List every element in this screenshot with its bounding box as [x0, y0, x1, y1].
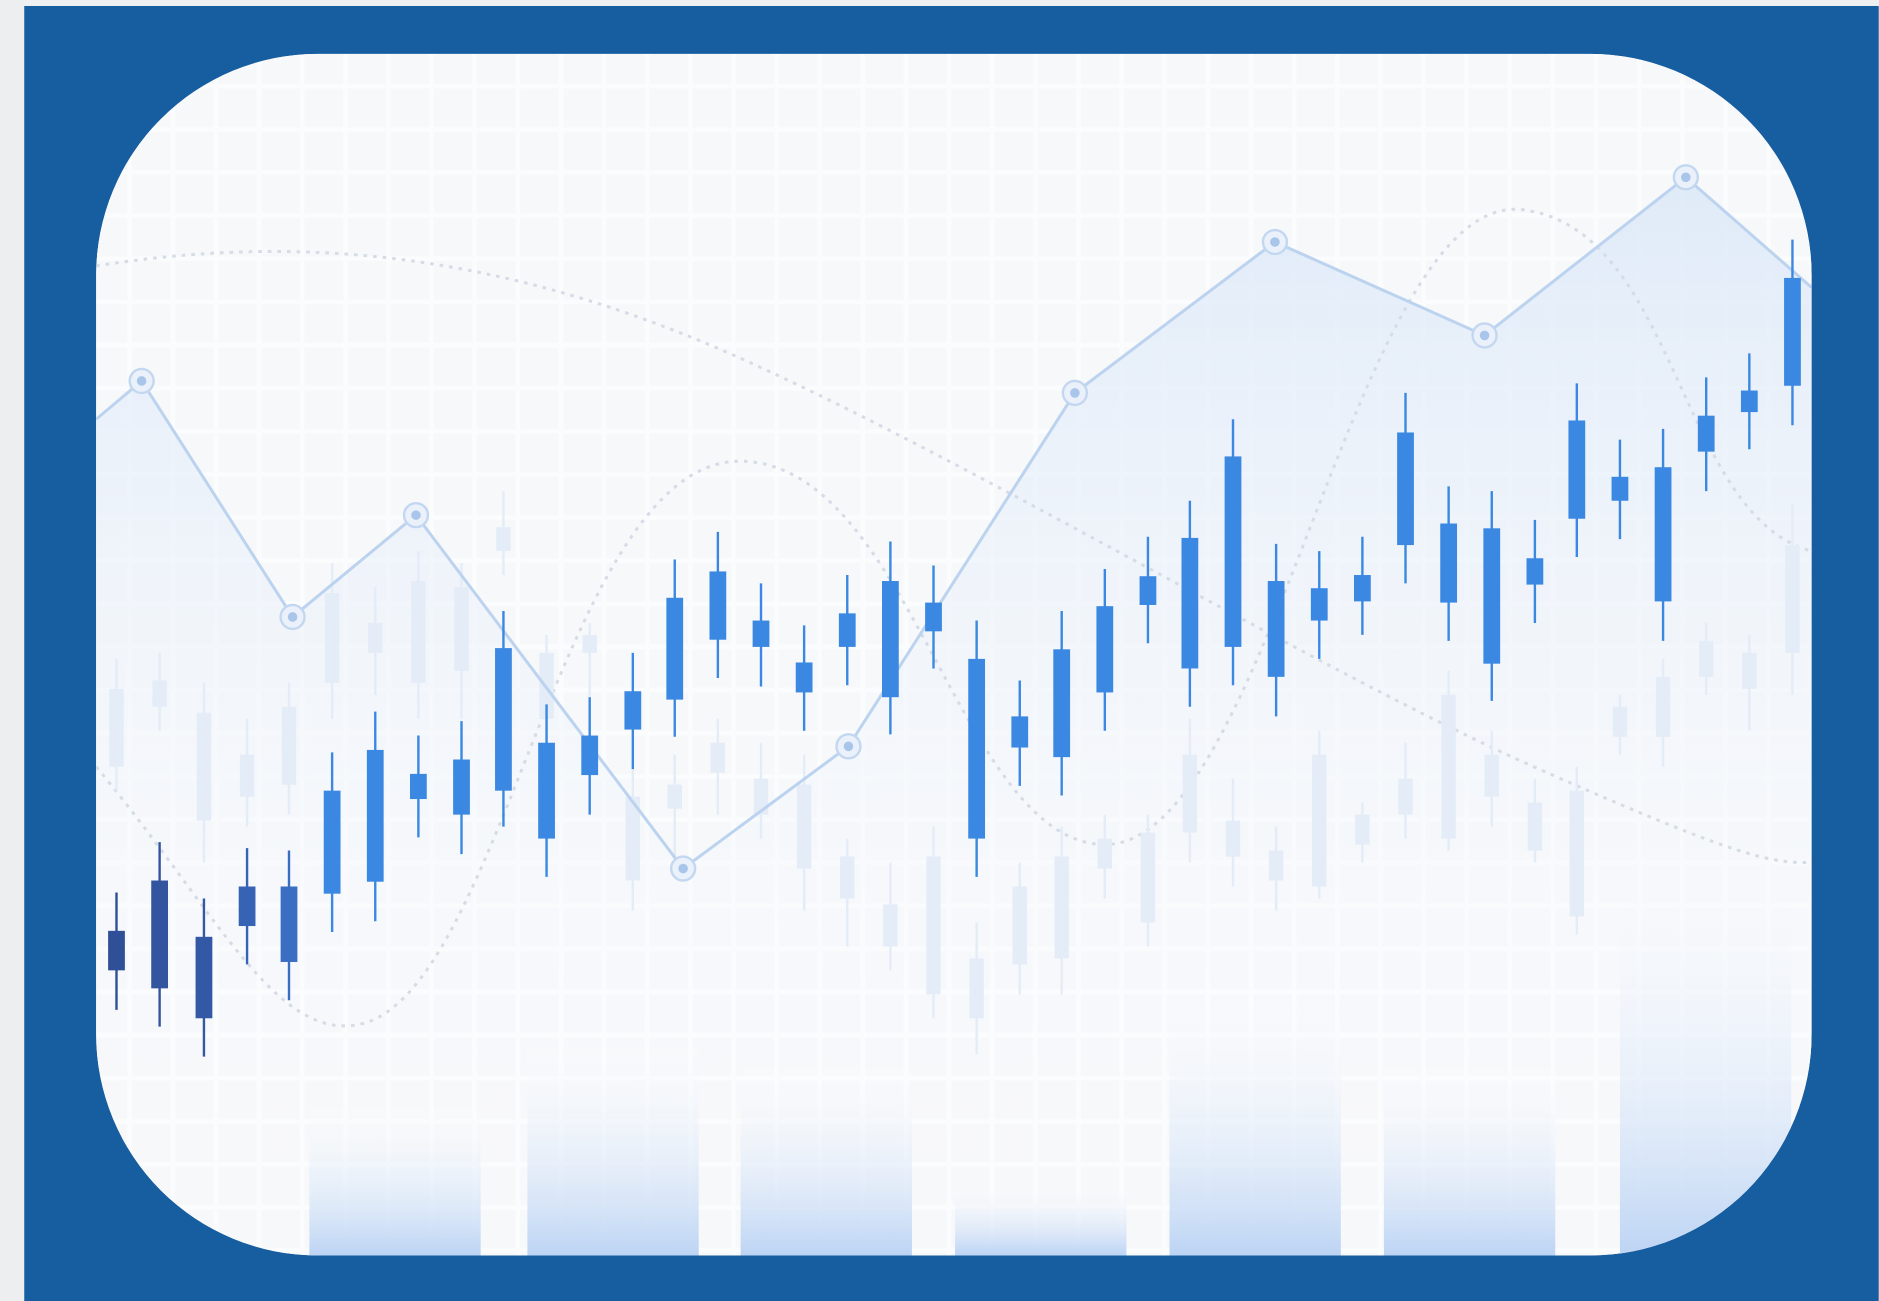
faint-candle [667, 784, 682, 809]
faint-candle [625, 796, 641, 881]
candle-body [1224, 456, 1242, 647]
dotted-curve [96, 208, 1812, 1028]
candle-body [538, 742, 555, 839]
faint-candle [710, 742, 726, 773]
faint-candle [840, 856, 855, 899]
candle-body [752, 620, 770, 647]
candle-body [968, 658, 986, 839]
candle-body [1181, 537, 1199, 669]
faint-candle [1484, 754, 1499, 797]
faint-candle [1742, 652, 1757, 689]
line-area [96, 177, 1812, 1256]
candle-body [1568, 420, 1586, 519]
faint-candle [196, 712, 212, 821]
candle-body [1654, 467, 1672, 602]
faint-candle [1441, 694, 1456, 839]
candle-body [409, 773, 427, 800]
candle-body [1697, 415, 1715, 452]
faint-candle [1569, 790, 1585, 917]
faint-candle [1655, 676, 1671, 737]
candle-body [151, 880, 169, 989]
candle-body [108, 930, 125, 971]
candle-body [1611, 476, 1629, 501]
candle-body [495, 648, 512, 791]
candle-body [1353, 575, 1371, 602]
faint-candle [411, 581, 426, 683]
candle-body [195, 936, 213, 1019]
faint-candle [281, 706, 297, 785]
candle-body [1011, 716, 1029, 748]
candle-body [323, 790, 341, 894]
candle-body [881, 581, 899, 698]
trend-marker [1479, 330, 1490, 341]
faint-candle [1182, 754, 1198, 833]
trend-marker [411, 510, 421, 520]
candle-body [581, 735, 599, 776]
candle-body [1267, 581, 1285, 677]
faint-candle [1140, 832, 1156, 923]
faint-candle [796, 784, 812, 869]
candle-body [1483, 528, 1501, 664]
trend-marker [843, 741, 854, 752]
faint-candle [753, 778, 769, 815]
faint-candle [1785, 545, 1800, 653]
trend-marker [136, 376, 147, 386]
faint-candle [152, 680, 167, 707]
candle-body [1397, 432, 1414, 546]
candle-body [280, 886, 298, 962]
faint-candle [368, 622, 383, 653]
candle-body [624, 691, 642, 730]
card-content [96, 53, 1812, 1256]
faint-candle [1097, 838, 1113, 869]
faint-candle [1312, 754, 1327, 887]
candle-body [1310, 588, 1328, 621]
trend-marker [287, 612, 298, 622]
trend-marker [1070, 388, 1080, 398]
candle-body [453, 759, 470, 815]
faint-candle [1699, 640, 1714, 677]
candle-body [1526, 558, 1544, 585]
candle-body [366, 749, 384, 882]
faint-candle [239, 754, 255, 797]
faint-candle [496, 527, 511, 552]
candle-body [1784, 277, 1801, 386]
candle-body [1440, 523, 1458, 603]
faint-candle [926, 856, 941, 995]
trend-marker [1681, 172, 1691, 183]
faint-candle [1054, 856, 1069, 959]
trend-marker [678, 863, 688, 874]
candle-body [1740, 390, 1758, 413]
side-strip [0, 0, 25, 1301]
candle-body [1053, 649, 1071, 758]
trend-marker [1270, 237, 1280, 247]
faint-candle [1012, 886, 1027, 965]
candle-body [1139, 576, 1157, 605]
faint-candle [1612, 706, 1628, 737]
candle-body [925, 602, 942, 632]
candle-body [1096, 606, 1114, 693]
faint-candle [582, 634, 597, 653]
candle-body [838, 613, 856, 647]
faint-candle [324, 592, 340, 683]
faint-candle [883, 904, 898, 947]
dotted-curve [96, 250, 1812, 865]
faint-candle [109, 688, 124, 767]
candle-body [666, 597, 684, 700]
faint-candle [1398, 778, 1413, 815]
candle-body [709, 571, 727, 640]
faint-candle [969, 958, 984, 1019]
faint-candle [1225, 820, 1241, 857]
faint-candle [1355, 814, 1370, 845]
faint-candle [1268, 850, 1284, 881]
candle-body [795, 662, 813, 693]
candle-body [238, 886, 256, 927]
faint-candle [454, 587, 469, 671]
faint-candle [1527, 802, 1543, 851]
